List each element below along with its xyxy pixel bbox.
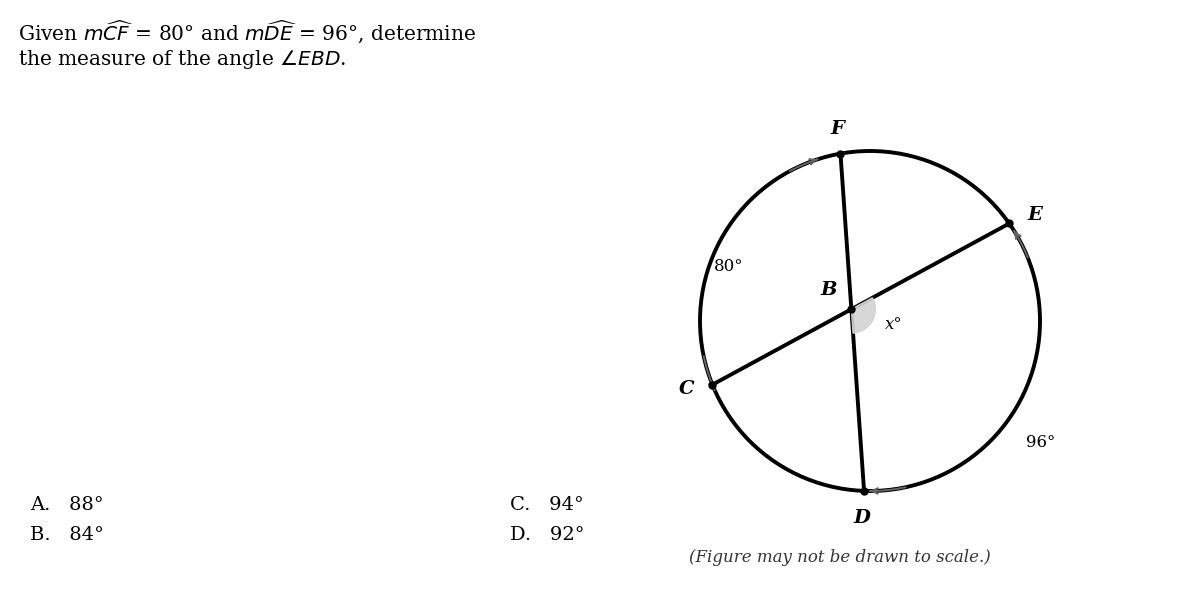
Text: 80°: 80°	[714, 258, 744, 275]
Text: C: C	[679, 379, 695, 398]
Text: F: F	[830, 120, 845, 137]
Text: A.   88°: A. 88°	[30, 496, 103, 514]
Text: E: E	[1027, 206, 1042, 224]
Text: Given $m\widehat{CF}$ = 80° and $m\widehat{DE}$ = 96°, determine: Given $m\widehat{CF}$ = 80° and $m\wideh…	[18, 18, 476, 45]
Text: D: D	[853, 509, 870, 527]
Text: 96°: 96°	[1026, 434, 1056, 452]
Wedge shape	[851, 298, 875, 333]
Text: B.   84°: B. 84°	[30, 526, 104, 544]
Text: the measure of the angle $\angle EBD$.: the measure of the angle $\angle EBD$.	[18, 48, 346, 71]
Text: (Figure may not be drawn to scale.): (Figure may not be drawn to scale.)	[689, 549, 991, 566]
Text: D.   92°: D. 92°	[510, 526, 584, 544]
Text: x°: x°	[886, 316, 904, 333]
Text: C.   94°: C. 94°	[510, 496, 583, 514]
Text: B: B	[821, 282, 838, 299]
